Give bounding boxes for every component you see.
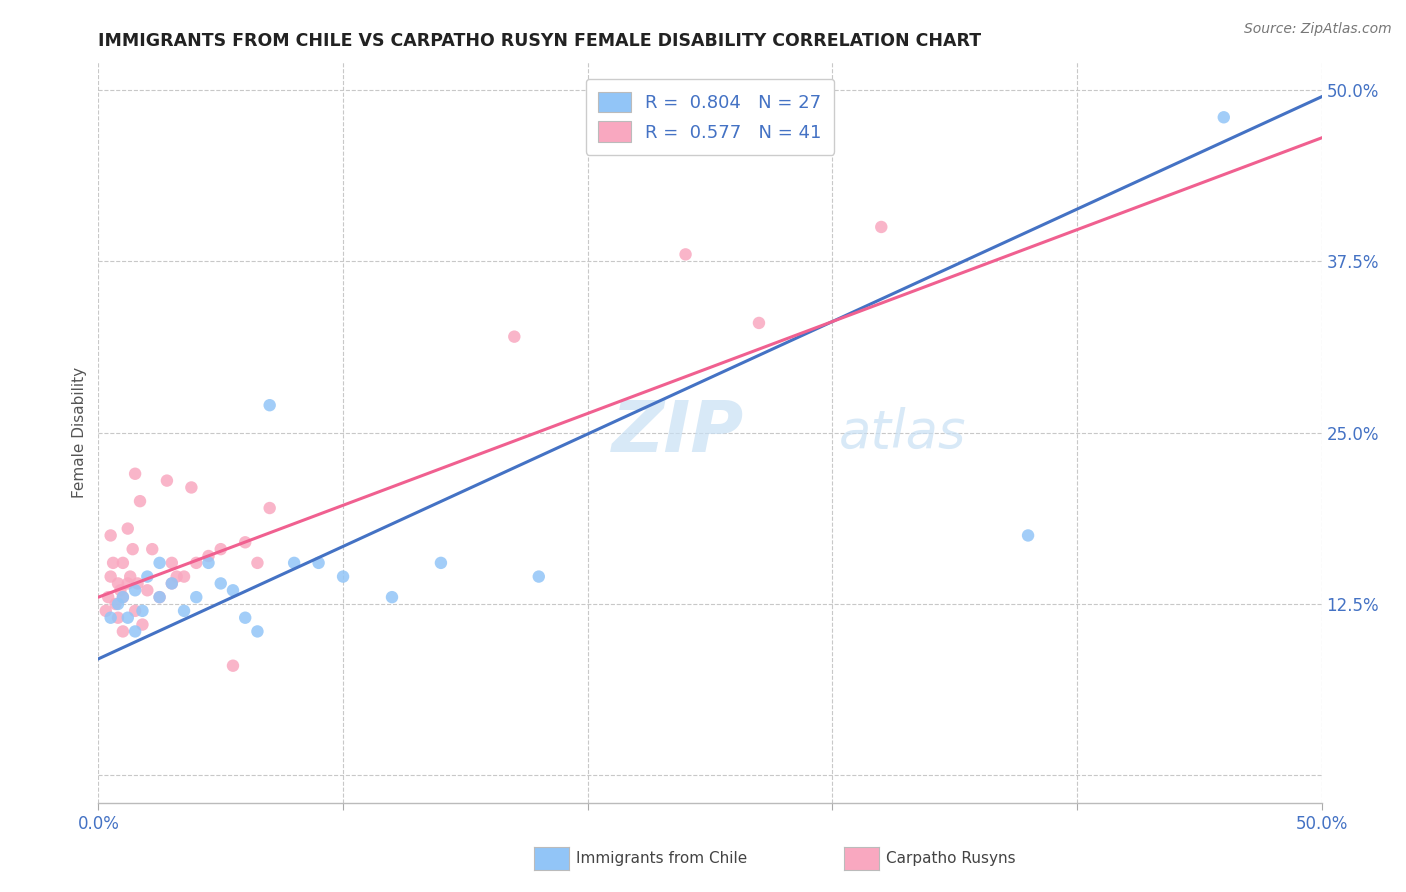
Point [160,576,183,591]
Legend: R =  0.804   N = 27, R =  0.577   N = 41: R = 0.804 N = 27, R = 0.577 N = 41 [586,78,834,155]
Point [100,611,122,625]
Point [160,576,183,591]
Point [127,576,149,591]
Point [1017,528,1039,542]
Point [107,576,129,591]
Point [430,556,453,570]
Point [283,556,305,570]
Point [233,611,256,625]
Point [97,590,120,604]
Point [222,583,245,598]
Text: atlas: atlas [838,407,966,458]
Point [160,556,183,570]
Point [124,467,146,481]
Point [308,556,330,570]
Point [870,219,893,234]
Point [149,556,172,570]
Point [259,398,281,412]
Point [94,604,117,618]
Point [111,590,134,604]
Point [675,247,697,261]
Point [117,576,139,591]
Point [180,480,202,494]
Point [111,624,134,639]
Point [110,583,132,598]
Y-axis label: Female Disability: Female Disability [72,367,87,499]
Point [209,542,232,557]
Point [186,556,208,570]
Point [136,583,159,598]
Point [111,556,134,570]
Point [197,549,219,563]
Point [129,494,152,508]
Point [117,522,139,536]
Point [166,569,188,583]
Point [209,576,232,591]
Point [107,611,129,625]
Point [124,624,146,639]
Point [141,542,163,557]
Point [186,590,208,604]
Point [111,590,134,604]
Point [381,590,404,604]
Text: Carpatho Rusyns: Carpatho Rusyns [886,852,1015,866]
Point [104,597,127,611]
Point [101,556,124,570]
Point [173,604,195,618]
Point [173,569,195,583]
Point [100,528,122,542]
Text: ZIP: ZIP [612,398,744,467]
Point [100,569,122,583]
Point [117,611,139,625]
Point [121,542,143,557]
Point [136,569,159,583]
Point [246,624,269,639]
Text: Source: ZipAtlas.com: Source: ZipAtlas.com [1244,22,1392,37]
Point [332,569,354,583]
Point [156,474,179,488]
Point [222,658,245,673]
Text: Immigrants from Chile: Immigrants from Chile [576,852,748,866]
Point [131,617,153,632]
Point [124,583,146,598]
Point [246,556,269,570]
Point [131,604,153,618]
Point [503,329,526,343]
Text: IMMIGRANTS FROM CHILE VS CARPATHO RUSYN FEMALE DISABILITY CORRELATION CHART: IMMIGRANTS FROM CHILE VS CARPATHO RUSYN … [98,32,981,50]
Point [107,597,129,611]
Point [120,569,142,583]
Point [1212,110,1234,124]
Point [233,535,256,549]
Point [149,590,172,604]
Point [527,569,550,583]
Point [748,316,770,330]
Point [124,604,146,618]
Point [197,556,219,570]
Point [259,501,281,516]
Point [149,590,172,604]
